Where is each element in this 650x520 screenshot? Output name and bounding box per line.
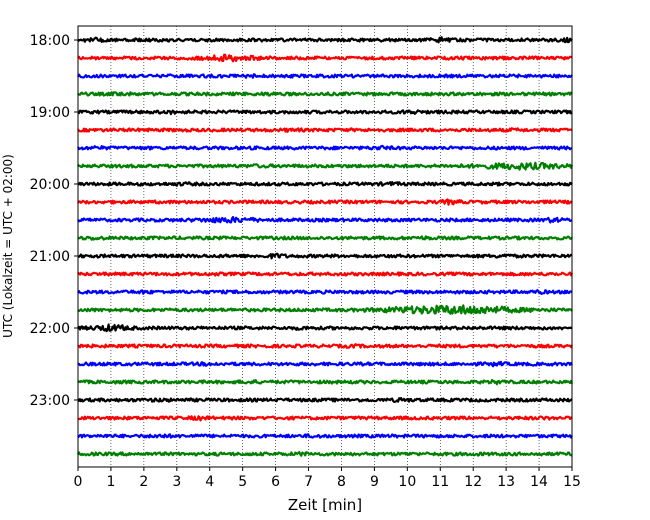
trace-2000 <box>77 181 573 187</box>
trace-lines <box>77 36 574 457</box>
x-tick-label-7: 7 <box>304 474 313 490</box>
trace-2215 <box>77 343 574 349</box>
x-tick-label-3: 3 <box>172 474 181 490</box>
trace-2100 <box>77 252 573 260</box>
trace-2045 <box>77 235 573 241</box>
x-axis-label: Zeit [min] <box>288 496 362 514</box>
trace-2330 <box>77 433 573 439</box>
trace-1900 <box>77 109 573 116</box>
axes-frame <box>77 25 573 468</box>
trace-2345 <box>77 451 573 457</box>
x-tick-label-0: 0 <box>74 474 83 490</box>
trace-1915 <box>77 127 573 133</box>
x-tick-label-8: 8 <box>337 474 346 490</box>
x-tick-label-13: 13 <box>497 474 515 490</box>
trace-2130 <box>77 289 573 295</box>
trace-1845 <box>77 91 573 97</box>
y-axis-ticks: 18:00 19:00 20:00 21:00 22:00 23:00 <box>30 33 78 409</box>
y-tick-label-0: 18:00 <box>30 33 70 49</box>
trace-1830 <box>77 73 573 79</box>
x-tick-label-10: 10 <box>398 474 416 490</box>
trace-1945 <box>77 161 574 171</box>
x-tick-label-11: 11 <box>431 474 449 490</box>
x-tick-label-1: 1 <box>106 474 115 490</box>
trace-2230 <box>77 360 573 368</box>
x-tick-label-4: 4 <box>205 474 214 490</box>
x-tick-label-6: 6 <box>271 474 280 490</box>
trace-1800 <box>77 36 573 44</box>
x-tick-label-9: 9 <box>370 474 379 490</box>
trace-1930 <box>77 144 573 151</box>
x-tick-label-12: 12 <box>464 474 482 490</box>
y-tick-label-3: 21:00 <box>30 249 70 265</box>
y-tick-label-2: 20:00 <box>30 177 70 193</box>
x-tick-label-2: 2 <box>139 474 148 490</box>
trace-1815 <box>77 53 573 63</box>
x-tick-label-15: 15 <box>563 474 581 490</box>
trace-2145 <box>77 304 573 315</box>
trace-2315 <box>77 415 573 422</box>
trace-2245 <box>77 378 574 386</box>
y-tick-label-5: 23:00 <box>30 393 70 409</box>
y-tick-label-1: 19:00 <box>30 105 70 121</box>
trace-2015 <box>77 198 573 206</box>
y-tick-label-4: 22:00 <box>30 321 70 337</box>
y-axis-label: UTC (Lokalzeit = UTC + 02:00) <box>1 154 15 338</box>
x-tick-label-5: 5 <box>238 474 247 490</box>
trace-2200 <box>77 323 573 333</box>
trace-2030 <box>77 216 573 224</box>
x-tick-label-14: 14 <box>530 474 548 490</box>
x-axis-ticks: 0 1 2 3 4 5 6 7 8 9 10 11 12 13 14 15 <box>74 467 581 490</box>
trace-2115 <box>77 271 574 277</box>
trace-2300 <box>77 397 573 403</box>
